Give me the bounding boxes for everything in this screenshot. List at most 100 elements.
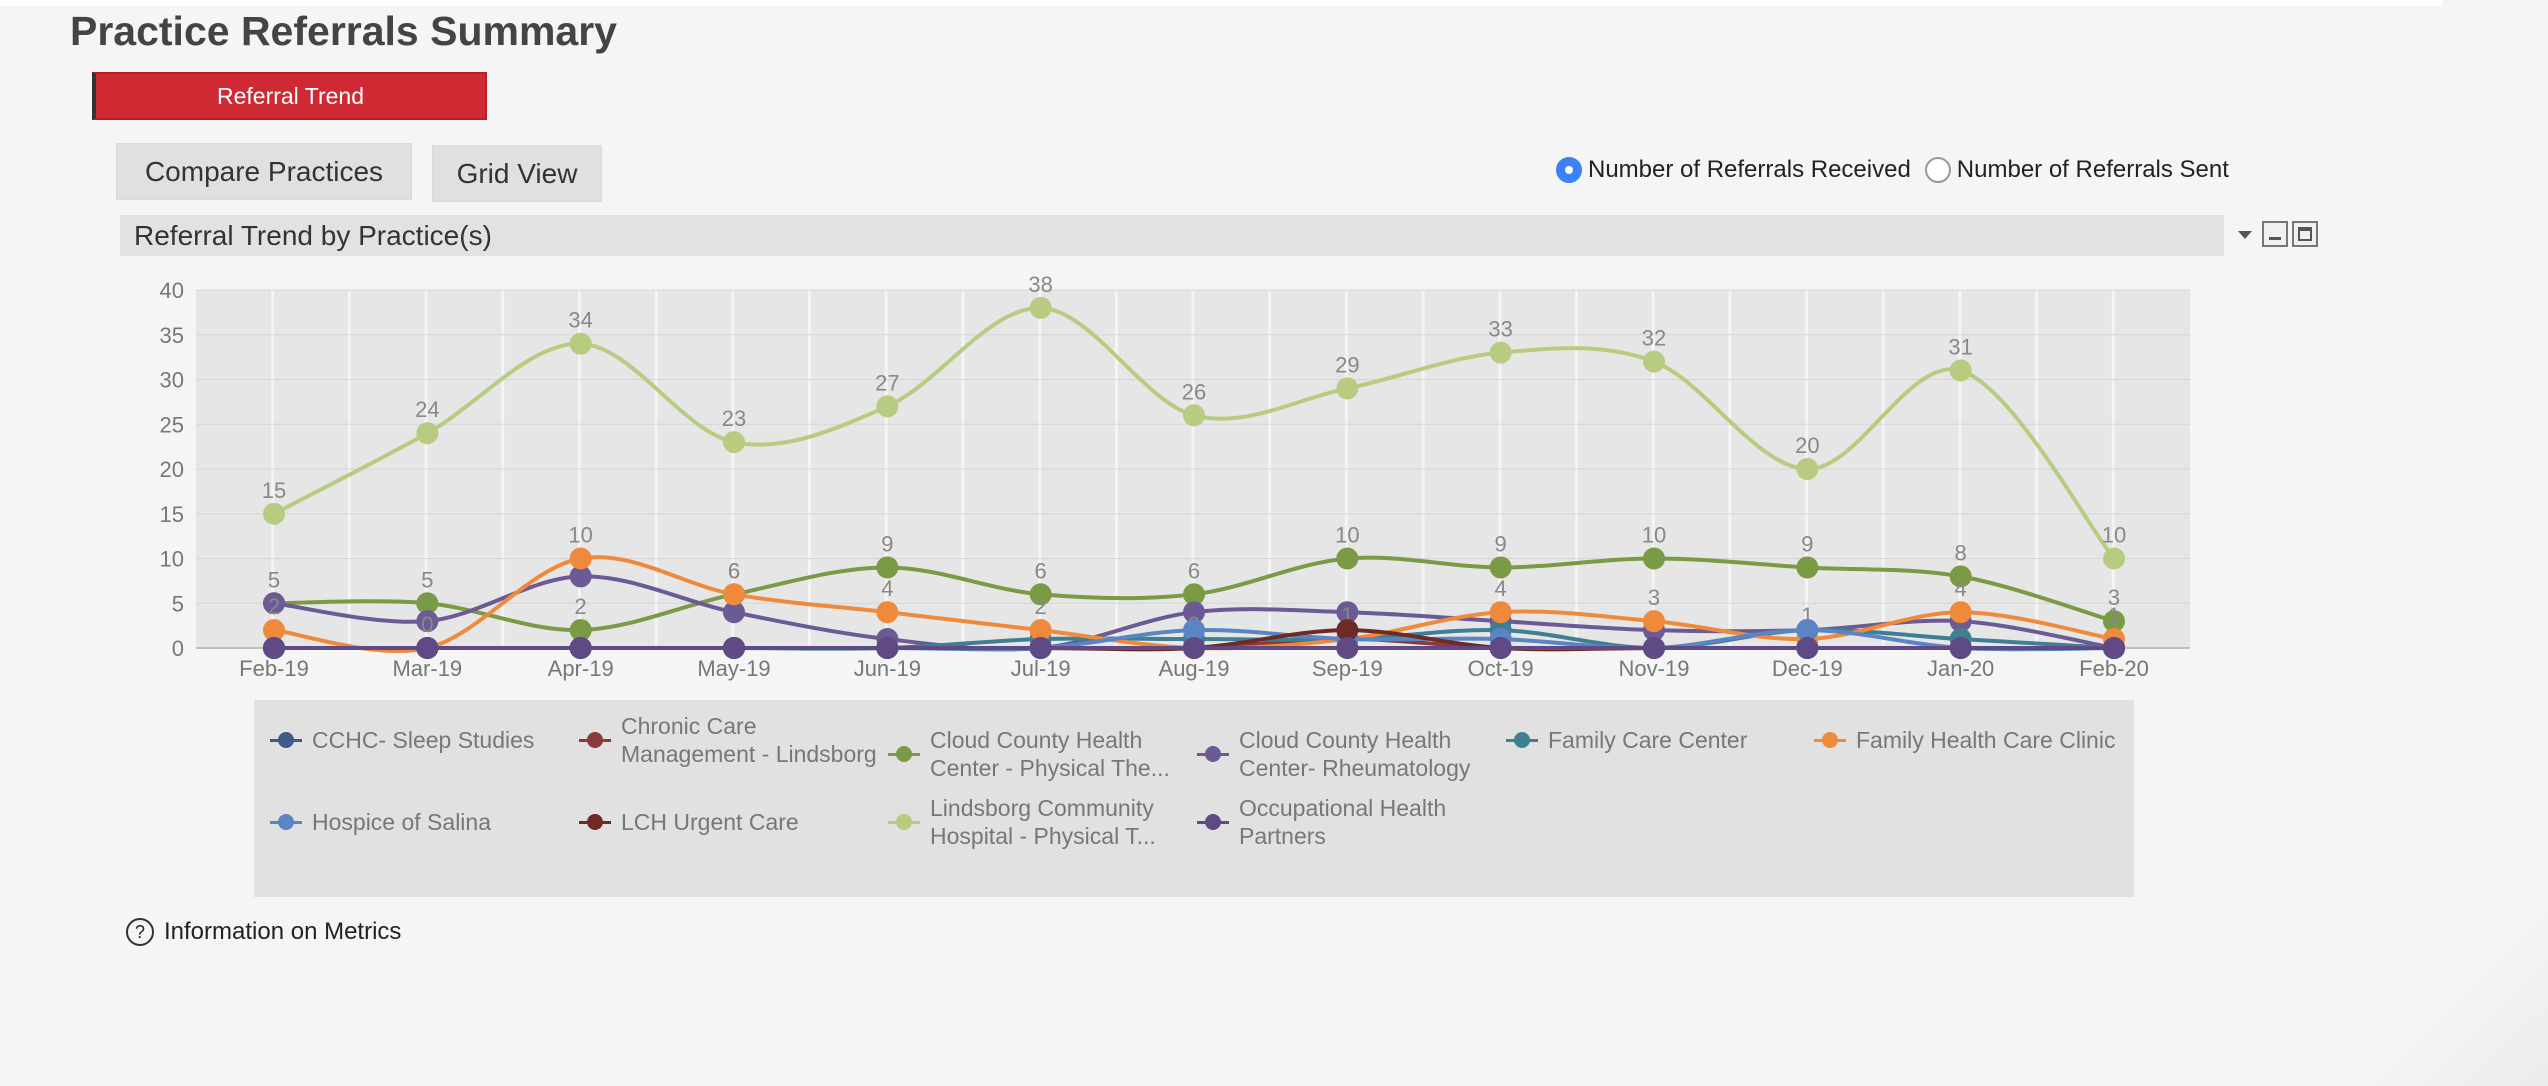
data-label: 32 [1642, 326, 1666, 351]
data-point [2103, 547, 2125, 570]
legend-item[interactable]: Occupational Health Partners [1197, 794, 1509, 850]
data-label: 3 [2108, 585, 2120, 610]
data-point [1029, 619, 1052, 642]
legend-item[interactable]: Family Care Center [1506, 726, 1818, 754]
data-point [1489, 601, 1512, 624]
x-tick-label: Mar-19 [392, 656, 462, 681]
data-point [1183, 637, 1205, 659]
x-tick-label: Oct-19 [1468, 656, 1534, 681]
data-point [1489, 341, 1512, 364]
data-label: 9 [881, 531, 893, 556]
data-point [1949, 565, 1972, 588]
radio-referrals-sent[interactable] [1924, 157, 1951, 183]
legend-item[interactable]: Cloud County Health Center - Physical Th… [888, 726, 1200, 782]
legend-item[interactable]: CCHC- Sleep Studies [270, 726, 602, 754]
data-point [1643, 610, 1665, 633]
x-tick-label: Aug-19 [1159, 656, 1230, 681]
data-point [1643, 637, 1665, 659]
data-point [876, 601, 899, 624]
data-label: 26 [1182, 379, 1206, 404]
data-point [2103, 610, 2125, 633]
legend-marker-icon [888, 744, 920, 764]
data-label: 24 [415, 397, 439, 422]
page-title: Practice Referrals Summary [70, 8, 617, 54]
data-point [1183, 601, 1205, 624]
data-label: 10 [568, 523, 592, 548]
data-point [723, 601, 745, 624]
referral-type-radio-group: Number of Referrals Received Number of R… [1556, 156, 2243, 184]
legend-marker-icon [1814, 730, 1846, 750]
legend-item[interactable]: Family Health Care Clinic [1814, 726, 2156, 754]
help-icon: ? [126, 918, 154, 946]
legend-marker-icon [1506, 730, 1538, 750]
legend-marker-icon [579, 730, 611, 750]
x-tick-label: May-19 [697, 656, 770, 681]
legend-item[interactable]: Lindsborg Community Hospital - Physical … [888, 794, 1200, 850]
data-point [569, 565, 592, 588]
data-label: 34 [568, 308, 592, 333]
data-point [1949, 601, 1972, 624]
top-border [0, 0, 2442, 6]
data-point [1029, 583, 1052, 606]
y-tick-label: 40 [160, 278, 184, 303]
data-label: 27 [875, 370, 899, 395]
y-tick-label: 10 [160, 547, 184, 572]
tab-referral-trend[interactable]: Referral Trend [92, 72, 487, 120]
legend-item[interactable]: Hospice of Salina [270, 808, 602, 836]
data-point [569, 332, 592, 355]
chevron-down-icon[interactable] [2238, 231, 2252, 239]
legend-item[interactable]: Chronic Care Management - Lindsborg [579, 712, 891, 768]
radio-referrals-received-label[interactable]: Number of Referrals Received [1588, 156, 1911, 183]
data-label: 5 [268, 567, 280, 592]
data-label: 2 [575, 594, 587, 619]
data-label: 10 [2102, 523, 2126, 548]
compare-practices-button[interactable]: Compare Practices [116, 143, 412, 200]
data-label: 0 [421, 612, 433, 637]
data-point [1336, 547, 1359, 570]
data-point [263, 592, 285, 615]
data-point [1029, 296, 1052, 319]
legend-marker-icon [270, 812, 302, 832]
data-point [416, 592, 439, 615]
x-tick-label: Jan-20 [1927, 656, 1994, 681]
data-point [263, 637, 285, 659]
minimize-icon[interactable] [2262, 221, 2288, 247]
data-point [1336, 601, 1359, 624]
data-label: 4 [881, 576, 893, 601]
data-point [1643, 547, 1665, 570]
data-point [1643, 350, 1665, 373]
data-label: 33 [1488, 317, 1512, 342]
data-point [876, 556, 899, 579]
information-on-metrics-label: Information on Metrics [164, 918, 402, 945]
radio-referrals-received[interactable] [1556, 157, 1582, 183]
legend-label: Lindsborg Community Hospital - Physical … [930, 795, 1156, 849]
legend-item[interactable]: Cloud County Health Center- Rheumatology [1197, 726, 1509, 782]
y-tick-label: 15 [160, 502, 184, 527]
legend-item[interactable]: LCH Urgent Care [579, 808, 891, 836]
data-point [1336, 637, 1359, 659]
data-point [1489, 637, 1512, 659]
chart-legend: CCHC- Sleep Studies Chronic Care Manageme… [254, 700, 2134, 897]
data-point [2103, 637, 2125, 659]
data-point [1949, 637, 1972, 659]
information-on-metrics-link[interactable]: ? Information on Metrics [126, 918, 401, 946]
data-point [1796, 637, 1819, 659]
legend-marker-icon [579, 812, 611, 832]
radio-referrals-sent-label[interactable]: Number of Referrals Sent [1956, 156, 2229, 183]
data-point [1949, 359, 1972, 382]
corner-shadow [2328, 786, 2548, 1086]
y-tick-label: 25 [160, 412, 184, 437]
data-label: 15 [262, 478, 286, 503]
data-point [1489, 556, 1512, 579]
maximize-icon[interactable] [2292, 221, 2318, 247]
data-point [1796, 619, 1819, 642]
data-point [1183, 404, 1205, 427]
legend-label: Cloud County Health Center - Physical Th… [930, 727, 1170, 781]
grid-view-button[interactable]: Grid View [432, 145, 602, 202]
data-label: 1 [2108, 603, 2120, 628]
legend-marker-icon [270, 730, 302, 750]
x-tick-label: Sep-19 [1312, 656, 1383, 681]
data-point [416, 637, 439, 659]
data-point [1796, 556, 1819, 579]
